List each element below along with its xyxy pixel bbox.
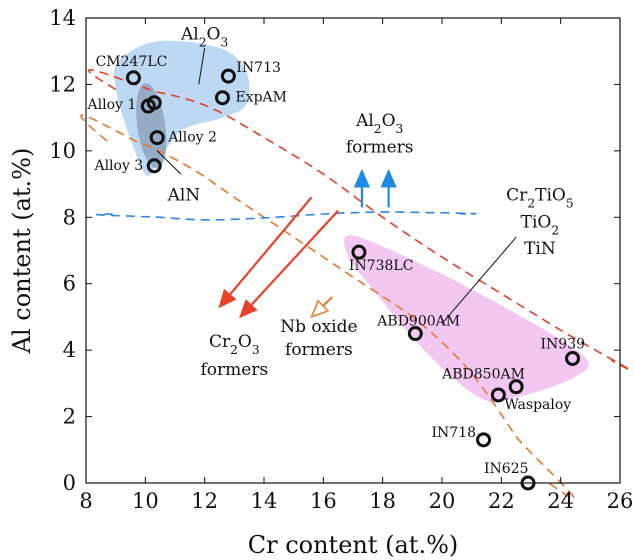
x-tick-label: 8 xyxy=(79,489,92,513)
data-point xyxy=(508,379,524,395)
y-tick-label: 2 xyxy=(63,405,76,429)
nb-oxide-arrow-head xyxy=(310,299,330,319)
cr2o3-arrow-2-shaft xyxy=(250,209,339,306)
ti-phases-region xyxy=(343,235,589,403)
data-point xyxy=(146,158,162,174)
former-arrows xyxy=(218,168,397,319)
data-point xyxy=(214,90,230,106)
point-labels: CM247LC IN713 ExpAM Alloy 1 Alloy 2 Alloy 3 IN… xyxy=(87,54,586,477)
up-arrow-2 xyxy=(380,168,397,208)
point-label: IN718 xyxy=(432,425,477,441)
al2o3-leader xyxy=(198,47,206,85)
data-point xyxy=(125,70,141,86)
orange-boundary-line xyxy=(80,114,575,500)
point-label: IN738LC xyxy=(349,258,414,274)
aln-leader xyxy=(156,150,182,175)
up-arrow-1 xyxy=(353,168,371,208)
point-label: IN625 xyxy=(484,461,529,477)
cr2o3-arrow-1-head xyxy=(218,288,237,309)
x-tick-label: 10 xyxy=(132,489,159,513)
al2o3-formers-label-2: formers xyxy=(346,138,414,158)
point-label: ExpAM xyxy=(235,90,287,106)
cr2o3-formers-label-1: Cr2O3 xyxy=(209,332,260,357)
x-axis-title: Cr content (at.%) xyxy=(248,531,459,559)
x-tick-label: 26 xyxy=(607,489,633,513)
y-tick-label: 4 xyxy=(63,338,76,362)
point-label: CM247LC xyxy=(96,54,168,70)
x-tick-label: 16 xyxy=(310,489,337,513)
point-label: Alloy 3 xyxy=(93,158,143,174)
data-point xyxy=(149,130,165,146)
y-tick-label: 6 xyxy=(63,272,76,296)
nb-oxide-label-2: formers xyxy=(285,340,353,360)
cr2o3-arrow-1-shaft xyxy=(228,196,313,296)
x-tick-label: 24 xyxy=(547,489,574,513)
up-arrow-2-head xyxy=(380,168,397,188)
y-tick-label: 14 xyxy=(49,6,76,30)
point-label: ABD850AM xyxy=(441,367,525,383)
y-tick-label: 10 xyxy=(49,139,76,163)
x-tick-label: 22 xyxy=(488,489,515,513)
point-label: IN939 xyxy=(541,336,586,352)
x-tick-label: 12 xyxy=(191,489,218,513)
x-tick-label: 14 xyxy=(251,489,278,513)
nb-oxide-arrow xyxy=(310,296,333,319)
point-label: IN713 xyxy=(236,60,281,76)
data-points xyxy=(125,68,581,491)
point-label: Alloy 1 xyxy=(87,97,137,113)
ti-phases-leader xyxy=(441,236,517,324)
blue-boundary-line xyxy=(95,211,477,221)
aln-region-label: AlN xyxy=(167,186,201,206)
ti-phase-label-2: TiO2 xyxy=(521,212,560,237)
ti-phase-label-3: TiN xyxy=(524,239,556,259)
leader-lines xyxy=(156,47,517,324)
x-tick-label: 20 xyxy=(429,489,456,513)
point-label: Waspaloy xyxy=(504,397,571,413)
x-tick-label: 18 xyxy=(369,489,396,513)
cr2o3-arrow-1 xyxy=(218,196,313,309)
data-point xyxy=(490,387,506,403)
y-tick-label: 8 xyxy=(63,205,76,229)
data-point xyxy=(407,326,423,342)
y-axis-title: Al content (at.%) xyxy=(8,148,36,355)
cr2o3-arrow-2 xyxy=(238,209,339,319)
nb-oxide-label-1: Nb oxide xyxy=(280,317,357,337)
ti-phase-label-1: Cr2TiO5 xyxy=(506,186,573,211)
al2o3-formers-label-1: Al2O3 xyxy=(355,111,403,136)
nb-oxide-arrow-shaft xyxy=(322,296,333,307)
y-tick-label: 12 xyxy=(49,72,76,96)
point-label: ABD900AM xyxy=(376,314,460,330)
data-point xyxy=(220,68,236,84)
data-point xyxy=(146,95,162,111)
cr2o3-arrow-2-head xyxy=(238,299,258,319)
point-label: Alloy 2 xyxy=(167,130,217,146)
up-arrow-1-head xyxy=(353,168,371,188)
data-point xyxy=(565,350,581,366)
y-tick-label: 0 xyxy=(63,471,76,495)
data-point xyxy=(351,244,367,260)
al2o3-region-label: Al2O3 xyxy=(180,25,228,50)
cr2o3-formers-label-2: formers xyxy=(200,360,268,380)
red-boundary-line xyxy=(87,68,633,373)
data-point xyxy=(476,432,492,448)
plot-frame xyxy=(85,17,621,484)
